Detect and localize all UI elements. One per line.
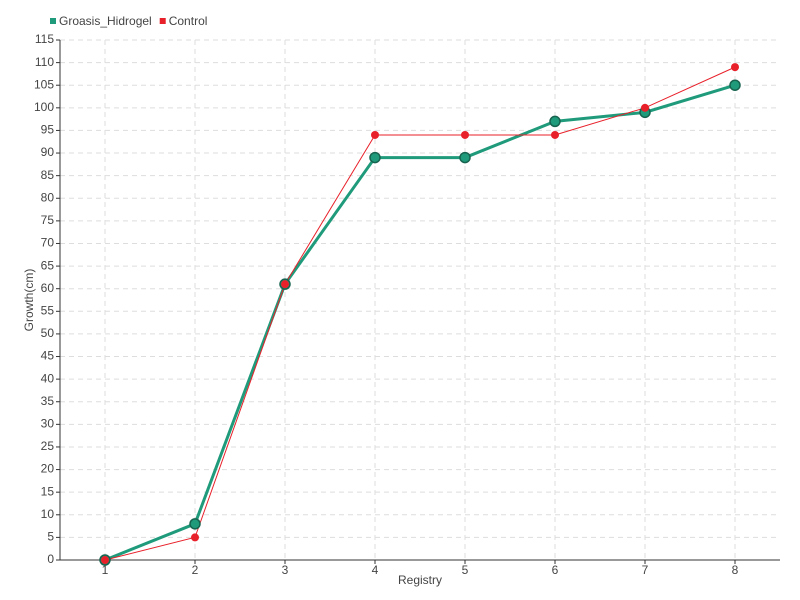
point [459,151,471,164]
y-tick-label: 85 [41,168,55,182]
point [281,280,289,289]
y-tick-label: 105 [34,77,54,91]
y-tick-label: 25 [41,439,55,453]
y-tick-label: 0 [47,552,54,566]
x-tick-label: 8 [732,563,739,577]
point [729,79,741,91]
x-tick-label: 5 [462,563,469,577]
y-tick-label: 10 [41,507,55,521]
point [461,130,469,139]
y-tick-label: 90 [41,145,55,159]
y-tick-label: 95 [41,123,55,137]
y-tick-label: 100 [34,100,54,114]
point [191,533,199,542]
y-tick-label: 110 [35,55,54,69]
legend-label: Control [169,14,208,28]
x-tick-label: 3 [282,563,289,577]
y-tick-label: 15 [41,484,55,498]
point [551,130,559,139]
y-tick-label: 70 [41,236,55,250]
x-tick-label: 7 [642,563,649,577]
x-tick-label: 4 [372,563,379,577]
y-tick-label: 50 [41,326,55,340]
y-tick-label: 40 [41,371,55,385]
y-tick-label: 35 [41,394,55,408]
y-tick-label: 65 [41,258,55,272]
legend-swatch [159,18,166,24]
y-tick-label: 80 [41,190,55,204]
y-tick-label: 55 [41,303,55,317]
legend-swatch [50,18,56,24]
point [371,130,379,139]
point [101,556,109,564]
legend-label: Groasis_Hidrogel [59,14,152,28]
y-tick-label: 30 [41,417,55,431]
y-tick-label: 20 [41,462,55,476]
y-tick-label: 5 [47,530,54,544]
series-line [104,66,736,561]
series-line [104,83,736,562]
y-axis-label: Growth(cm) [22,269,36,332]
point [731,63,739,72]
x-axis-label: Registry [398,573,442,587]
x-tick-label: 2 [192,563,199,577]
point [641,103,649,112]
point [189,518,201,530]
x-tick-label: 6 [552,563,559,577]
point [369,151,381,164]
point [549,115,561,128]
y-tick-label: 45 [41,349,55,363]
y-tick-label: 60 [41,281,55,295]
x-tick-label: 1 [102,563,109,577]
y-tick-label: 75 [41,213,55,227]
y-tick-label: 115 [35,32,54,46]
